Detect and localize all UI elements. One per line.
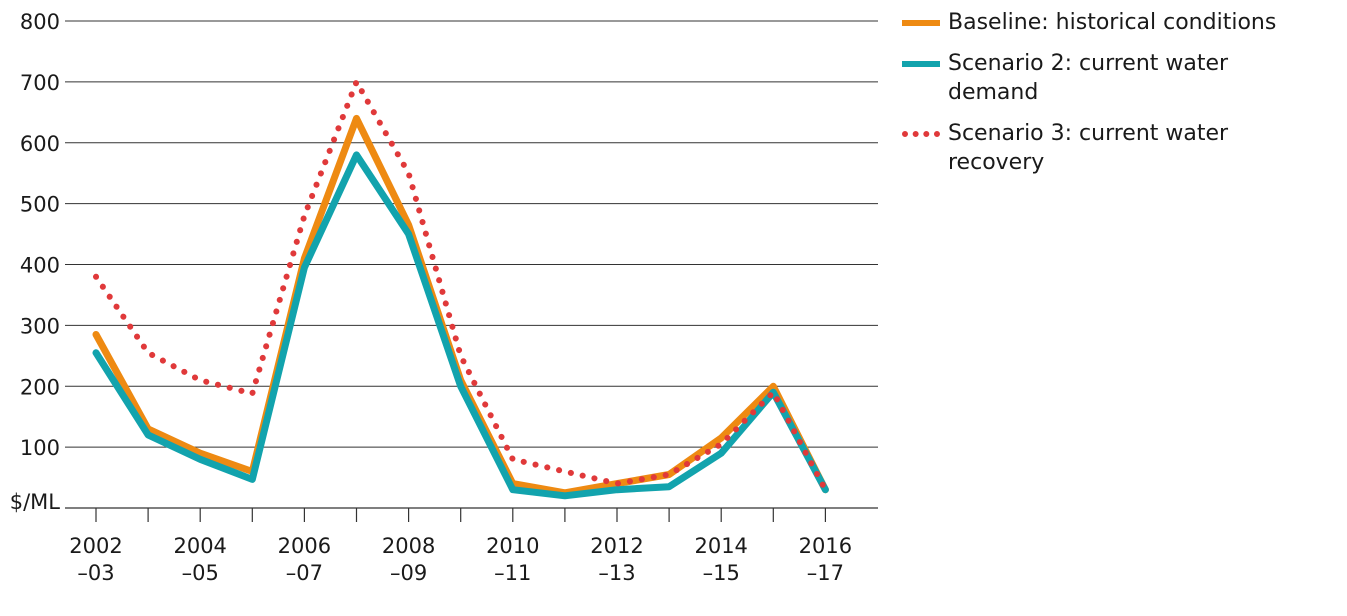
- x-tick-label-2006-suffix: –07: [286, 561, 323, 585]
- series-line-scenario-3: [93, 78, 829, 493]
- y-tick-label-100: 100: [20, 436, 60, 460]
- x-tick-label-2010: 2010: [486, 534, 539, 558]
- x-tick-label-2010-suffix: –11: [494, 561, 531, 585]
- series-lines: [92, 78, 829, 500]
- x-tick-label-2014-suffix: –15: [703, 561, 740, 585]
- y-tick-label-500: 500: [20, 193, 60, 217]
- x-tick-label-2002-suffix: –03: [77, 561, 114, 585]
- legend: Baseline: historical conditions Scenario…: [902, 8, 1332, 189]
- x-axis-ticks: 2002 –03 2004 –05 2006 –07 2008 –09 2010 –11 2012 –…: [69, 534, 852, 585]
- x-tick-label-2004: 2004: [173, 534, 226, 558]
- legend-swatch-scenario-3: [902, 131, 940, 137]
- legend-item-scenario-3: Scenario 3: current water recovery: [902, 119, 1332, 177]
- y-tick-label-300: 300: [20, 314, 60, 338]
- gridlines: [65, 20, 878, 448]
- y-axis-label: $/ML: [10, 490, 61, 514]
- y-tick-label-800: 800: [20, 10, 60, 34]
- x-tick-label-2008-suffix: –09: [390, 561, 427, 585]
- y-tick-label-600: 600: [20, 132, 60, 156]
- y-tick-label-200: 200: [20, 375, 60, 399]
- x-tick-label-2016-suffix: –17: [807, 561, 844, 585]
- y-tick-label-400: 400: [20, 254, 60, 278]
- series-line-baseline: [92, 114, 829, 497]
- legend-label-baseline: Baseline: historical conditions: [948, 10, 1277, 35]
- x-tick-label-2002: 2002: [69, 534, 122, 558]
- y-tick-label-700: 700: [20, 71, 60, 95]
- x-tick-label-2014: 2014: [694, 534, 747, 558]
- x-tick-label-2004-suffix: –05: [182, 561, 219, 585]
- legend-swatch-scenario-2: [902, 61, 940, 67]
- legend-item-baseline: Baseline: historical conditions: [902, 8, 1332, 37]
- legend-label-scenario-2: Scenario 2: current water demand: [948, 51, 1229, 105]
- y-axis-ticks: 100 200 300 400 500 600 700 800: [20, 10, 60, 460]
- legend-swatch-baseline: [902, 20, 940, 26]
- legend-label-scenario-3: Scenario 3: current water recovery: [948, 121, 1229, 175]
- x-axis: [65, 507, 878, 522]
- x-tick-label-2012: 2012: [590, 534, 643, 558]
- x-tick-label-2012-suffix: –13: [598, 561, 635, 585]
- x-tick-label-2006: 2006: [278, 534, 331, 558]
- x-tick-label-2008: 2008: [382, 534, 435, 558]
- legend-item-scenario-2: Scenario 2: current water demand: [902, 49, 1332, 107]
- series-line-scenario-2: [92, 151, 829, 500]
- x-tick-label-2016: 2016: [799, 534, 852, 558]
